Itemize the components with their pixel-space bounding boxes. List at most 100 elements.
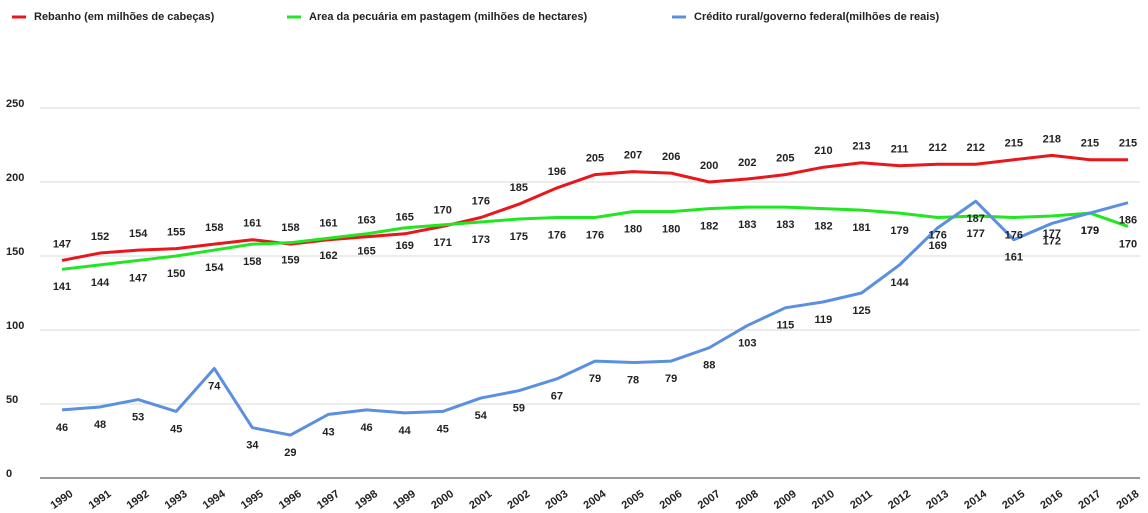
data-label: 161 xyxy=(1005,252,1023,264)
data-label: 159 xyxy=(281,255,299,267)
x-tick-label: 2011 xyxy=(848,488,874,512)
data-label: 179 xyxy=(1081,225,1099,237)
x-tick-label: 2005 xyxy=(620,488,647,512)
data-label: 186 xyxy=(1119,215,1137,227)
data-label: 53 xyxy=(132,411,144,423)
data-label: 212 xyxy=(967,142,985,154)
x-tick-label: 2004 xyxy=(581,487,609,511)
data-label: 183 xyxy=(738,219,756,231)
data-label: 175 xyxy=(510,231,528,243)
x-tick-label: 1990 xyxy=(48,488,75,512)
data-label: 179 xyxy=(890,225,908,237)
data-label: 154 xyxy=(205,262,224,274)
data-label: 150 xyxy=(167,268,185,280)
x-tick-label: 1995 xyxy=(239,488,266,512)
data-label: 172 xyxy=(1043,235,1061,247)
data-label: 182 xyxy=(700,221,718,233)
data-label: 78 xyxy=(627,374,639,386)
x-tick-label: 2012 xyxy=(886,488,913,512)
data-label: 88 xyxy=(703,360,715,372)
data-label: 187 xyxy=(967,213,985,225)
data-label: 115 xyxy=(776,320,794,332)
x-tick-label: 1994 xyxy=(201,487,229,511)
data-label: 180 xyxy=(662,224,680,236)
data-label: 211 xyxy=(891,144,909,156)
series-line xyxy=(61,199,1129,437)
y-tick-label: 50 xyxy=(6,394,18,406)
data-label: 161 xyxy=(319,218,337,230)
data-label: 205 xyxy=(776,153,794,165)
data-label: 163 xyxy=(357,215,375,227)
data-label: 79 xyxy=(589,373,601,385)
data-label: 46 xyxy=(360,422,372,434)
data-label: 176 xyxy=(472,195,490,207)
data-label: 170 xyxy=(434,204,452,216)
data-label: 67 xyxy=(551,391,563,403)
data-label: 200 xyxy=(700,160,718,172)
data-label: 103 xyxy=(738,337,756,349)
data-label: 147 xyxy=(129,272,147,284)
data-label: 46 xyxy=(56,422,68,434)
data-label: 181 xyxy=(852,222,870,234)
data-label: 207 xyxy=(624,150,642,162)
y-tick-label: 150 xyxy=(6,246,24,258)
data-label: 34 xyxy=(246,440,259,452)
data-label: 210 xyxy=(814,145,832,157)
x-tick-label: 2014 xyxy=(962,487,990,511)
x-tick-label: 2008 xyxy=(734,488,761,512)
data-label: 177 xyxy=(1043,228,1061,240)
data-label: 179 xyxy=(1081,225,1099,237)
x-tick-label: 2009 xyxy=(772,488,799,512)
data-label: 173 xyxy=(472,234,490,246)
data-label: 29 xyxy=(284,447,296,459)
x-tick-label: 2017 xyxy=(1076,488,1103,512)
data-label: 176 xyxy=(1005,229,1023,241)
x-tick-label: 1998 xyxy=(353,488,380,512)
y-tick-label: 200 xyxy=(6,172,24,184)
data-label: 213 xyxy=(852,141,870,153)
data-label: 74 xyxy=(208,380,221,392)
x-tick-label: 2015 xyxy=(1000,488,1027,512)
data-label: 171 xyxy=(434,237,452,249)
data-label: 141 xyxy=(53,281,71,293)
x-tick-label: 2003 xyxy=(543,488,570,512)
data-label: 154 xyxy=(129,228,148,240)
data-label: 170 xyxy=(1119,238,1137,250)
data-label: 215 xyxy=(1081,138,1099,150)
x-tick-label: 2018 xyxy=(1114,488,1141,512)
series-line xyxy=(61,153,1128,262)
data-label: 161 xyxy=(243,218,261,230)
data-label: 125 xyxy=(852,305,870,317)
x-tick-label: 2013 xyxy=(924,488,951,512)
data-label: 59 xyxy=(513,403,525,415)
data-label: 54 xyxy=(475,410,488,422)
data-label: 44 xyxy=(399,425,412,437)
data-label: 169 xyxy=(928,240,946,252)
data-label: 158 xyxy=(281,222,299,234)
data-label: 196 xyxy=(548,166,566,178)
data-label: 183 xyxy=(776,219,794,231)
x-tick-label: 2016 xyxy=(1038,488,1065,512)
data-label: 45 xyxy=(437,423,449,435)
x-tick-label: 1993 xyxy=(163,488,190,512)
data-label: 218 xyxy=(1043,133,1061,145)
data-label: 176 xyxy=(548,229,566,241)
data-label: 180 xyxy=(624,224,642,236)
x-tick-label: 2006 xyxy=(658,488,685,512)
data-label: 205 xyxy=(586,153,604,165)
x-tick-label: 1997 xyxy=(315,488,342,512)
data-label: 165 xyxy=(395,212,413,224)
data-label: 215 xyxy=(1005,138,1023,150)
data-label: 182 xyxy=(814,221,832,233)
data-label: 212 xyxy=(928,142,946,154)
x-tick-label: 2000 xyxy=(429,488,456,512)
legend-label: Rebanho (em milhões de cabeças) xyxy=(34,11,215,23)
data-label: 169 xyxy=(395,240,413,252)
legend-label: Area da pecuária em pastagem (milhões de… xyxy=(309,11,588,23)
data-label: 206 xyxy=(662,151,680,163)
x-tick-label: 1992 xyxy=(125,488,152,512)
data-label: 165 xyxy=(357,246,375,258)
data-label: 185 xyxy=(510,182,528,194)
data-label: 48 xyxy=(94,419,106,431)
